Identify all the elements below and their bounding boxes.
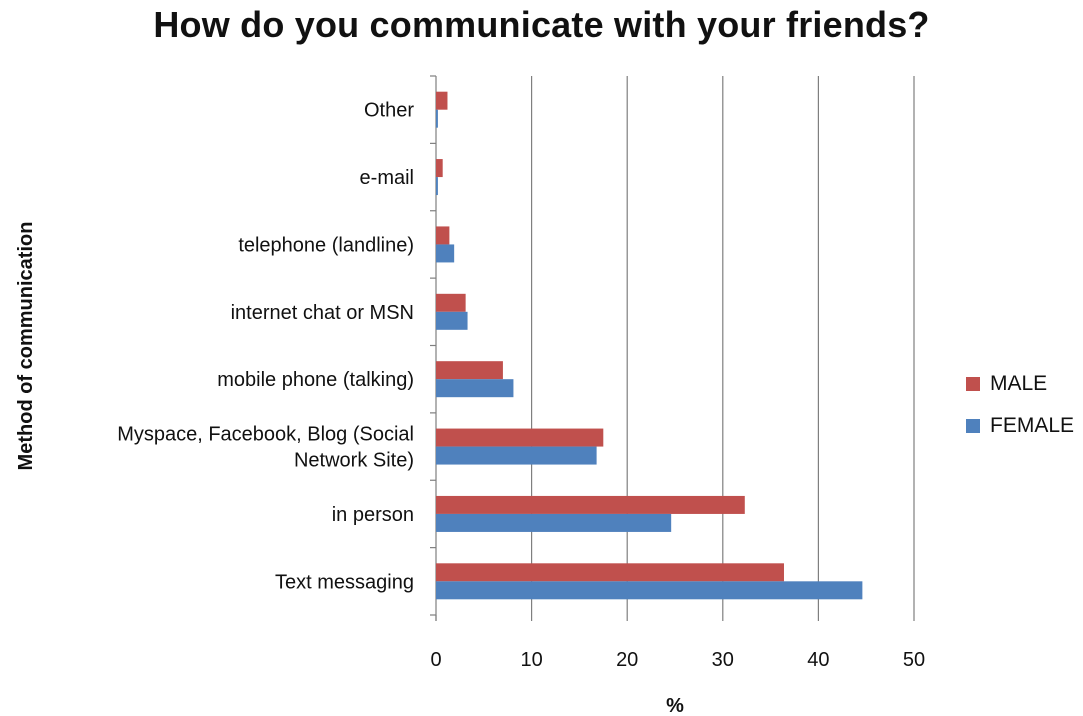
- x-tick-label: 50: [903, 649, 925, 671]
- bar-male: [436, 428, 604, 447]
- bar-male: [436, 495, 745, 514]
- y-axis-title: Method of communication: [15, 222, 37, 471]
- bar-female: [436, 379, 514, 398]
- category-label: Other: [364, 100, 414, 122]
- legend-swatch-male: [966, 377, 980, 391]
- category-label: telephone (landline): [238, 234, 414, 256]
- bar-male: [436, 361, 503, 380]
- x-tick-label: 0: [430, 649, 441, 671]
- category-label: Text messaging: [275, 571, 414, 593]
- legend-swatch-female: [966, 419, 980, 433]
- category-label: e-mail: [360, 167, 414, 189]
- bar-male: [436, 563, 784, 582]
- bar-female: [436, 244, 455, 263]
- legend-label-male: MALE: [990, 372, 1048, 395]
- x-axis-title: %: [666, 695, 684, 716]
- bar-female: [436, 177, 438, 196]
- x-tick-label: 10: [520, 649, 542, 671]
- bar-female: [436, 581, 863, 600]
- chart-title: How do you communicate with your friends…: [153, 4, 930, 45]
- legend-label-female: FEMALE: [990, 414, 1075, 437]
- category-label: internet chat or MSN: [231, 302, 414, 324]
- x-tick-label: 30: [712, 649, 734, 671]
- category-label: in person: [332, 504, 414, 526]
- x-tick-label: 40: [807, 649, 829, 671]
- bar-female: [436, 513, 672, 532]
- bar-male: [436, 91, 448, 110]
- category-label: mobile phone (talking): [217, 369, 414, 391]
- bar-male: [436, 226, 450, 245]
- x-tick-label: 20: [616, 649, 638, 671]
- legend-item-female: FEMALE: [966, 412, 1074, 440]
- legend-item-male: MALE: [966, 370, 1074, 398]
- bar-male: [436, 293, 466, 312]
- legend: MALE FEMALE: [966, 370, 1074, 454]
- bar-female: [436, 109, 438, 128]
- bar-male: [436, 159, 443, 178]
- category-label: Myspace, Facebook, Blog (Social Network S…: [117, 424, 414, 472]
- bar-female: [436, 446, 597, 465]
- bar-female: [436, 311, 468, 330]
